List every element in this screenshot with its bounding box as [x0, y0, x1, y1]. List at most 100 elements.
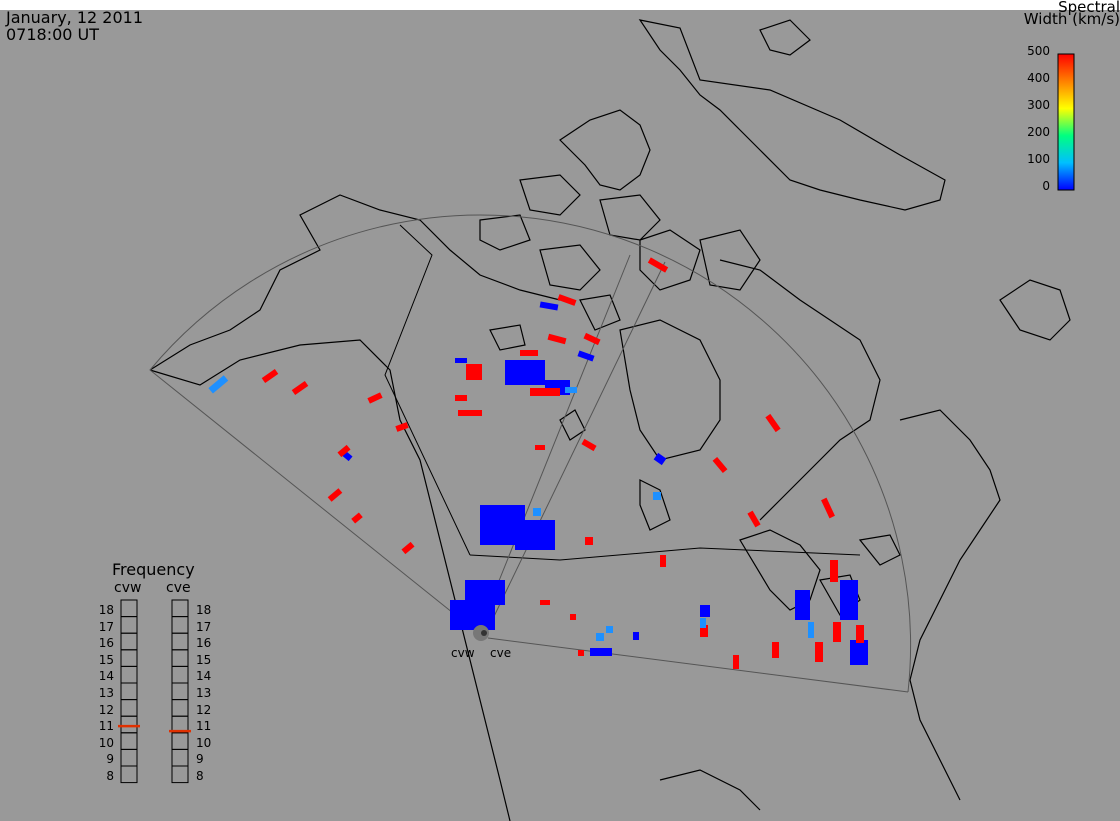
frequency-scale-label: 12: [196, 702, 212, 717]
echo-cell: [583, 332, 601, 346]
echo-cell: [539, 301, 559, 311]
echo-cell: [351, 512, 363, 524]
frequency-box: [171, 765, 189, 784]
frequency-scale-label: 11: [98, 719, 114, 734]
echo-cell: [712, 456, 728, 474]
echo-cell: [547, 333, 567, 345]
echo-cell: [291, 380, 309, 396]
borders: [384, 224, 861, 561]
echo-cell: [337, 444, 351, 458]
echo-cell: [578, 650, 584, 656]
echo-cell: [557, 294, 577, 306]
colorbar-title-line1: Spectral: [1058, 0, 1120, 16]
colorbar-tick: 100: [1027, 152, 1050, 166]
echo-cell: [700, 625, 708, 637]
radar-sites: [473, 625, 489, 641]
echo-cell: [261, 368, 279, 384]
echo-cell: [647, 257, 669, 273]
echo-cell: [840, 580, 858, 620]
echo-cell: [590, 648, 612, 656]
map-background: [0, 10, 1120, 821]
plot-date: January, 12 2011: [6, 8, 143, 27]
echo-cell: [530, 388, 560, 396]
frequency-scale-label: 13: [98, 686, 114, 700]
frequency-label-cve: cve: [166, 580, 191, 596]
echo-cell: [653, 452, 667, 466]
echo-cell: [633, 632, 639, 640]
frequency-scale-label: 9: [106, 752, 114, 767]
frequency-scale-label: 15: [196, 652, 212, 667]
frequency-scale-label: 10: [98, 735, 114, 750]
frequency-scale-label: 17: [196, 619, 212, 634]
echo-cell: [208, 375, 229, 394]
frequency-panel-cve: [171, 599, 189, 784]
echo-cell: [367, 392, 383, 404]
echo-cell: [833, 622, 841, 642]
frequency-scale-label: 16: [196, 636, 212, 651]
echo-cell: [830, 560, 838, 582]
echo-cell: [700, 618, 706, 628]
colorbar-tick: 400: [1027, 71, 1050, 85]
frequency-scale-label: 13: [196, 686, 212, 700]
echo-cell: [533, 508, 541, 516]
echo-cell: [458, 410, 482, 416]
echo-cell: [821, 497, 835, 519]
frequency-scale-label: 18: [196, 603, 212, 617]
frequency-scale-label: 14: [98, 669, 114, 684]
echo-cell: [850, 640, 868, 665]
colorbar-tick: 500: [1027, 44, 1050, 58]
echo-cell: [700, 605, 710, 617]
frequency-scale-label: 10: [196, 735, 212, 750]
frequency-scale-label: 12: [98, 702, 114, 717]
echo-cell: [327, 488, 343, 502]
echo-cell: [540, 600, 550, 605]
frequency-label-cvw: cvw: [114, 580, 142, 596]
colorbar-tick: 200: [1027, 125, 1050, 139]
echo-cell: [520, 350, 538, 356]
site-marker-cve: [481, 630, 487, 636]
echo-cell: [455, 395, 467, 401]
frequency-box: [120, 765, 138, 784]
fov-outline: [149, 214, 912, 693]
frequency-panel-cvw: [120, 599, 138, 784]
colorbar-title-line2: Width (km/s): [1023, 10, 1120, 28]
colorbar-tick: 0: [1042, 179, 1050, 193]
echo-cell: [466, 364, 482, 380]
echo-cell: [577, 350, 595, 362]
echo-cell: [808, 622, 814, 638]
echo-cell: [596, 633, 604, 641]
frequency-title: Frequency: [112, 560, 195, 579]
echo-cell: [733, 655, 739, 669]
colorbar: [1057, 53, 1075, 191]
frequency-scale-label: 15: [98, 652, 114, 667]
frequency-scale-label: 14: [196, 669, 212, 684]
radar-echoes: [208, 257, 868, 669]
echo-cell: [515, 520, 555, 550]
site-label-cve: cve: [490, 646, 512, 660]
echo-cell: [856, 625, 864, 643]
echo-cell: [747, 510, 761, 528]
echo-cell: [535, 445, 545, 450]
echo-cell: [585, 537, 593, 545]
echo-cell: [772, 642, 779, 658]
echo-cell: [660, 555, 666, 567]
plot-time: 0718:00 UT: [6, 25, 100, 44]
echo-cell: [455, 358, 467, 363]
echo-cell: [505, 360, 545, 385]
colorbar-gradient: [1057, 53, 1075, 191]
echo-cell: [581, 438, 597, 452]
frequency-panels: [118, 599, 191, 784]
echo-cell: [653, 492, 661, 500]
frequency-scale-label: 8: [106, 769, 114, 783]
frequency-scale-label: 16: [98, 636, 114, 651]
echo-cell: [565, 387, 577, 393]
colorbar-tick: 300: [1027, 98, 1050, 112]
echo-cell: [815, 642, 823, 662]
map-canvas: [0, 10, 1120, 821]
frequency-scale-label: 11: [196, 719, 212, 734]
frequency-scale-label: 17: [98, 619, 114, 634]
echo-cell: [401, 541, 415, 555]
echo-cell: [765, 413, 781, 433]
frequency-scale-label: 9: [196, 752, 204, 767]
